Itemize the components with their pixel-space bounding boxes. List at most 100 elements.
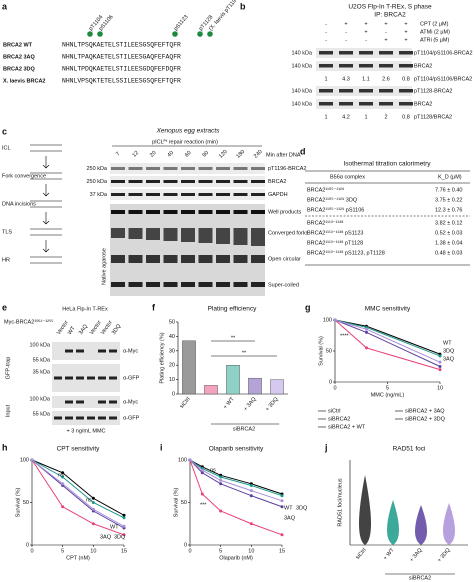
band xyxy=(198,167,213,170)
y-tick-label: 50 xyxy=(326,348,332,354)
band xyxy=(198,255,213,263)
panel-letter: j xyxy=(324,442,328,452)
complex: BRCA2¹¹⁰⁵⁻¹¹²⁹ xyxy=(307,186,344,193)
blot-label: pT1196-BRCA2 xyxy=(268,166,306,172)
quantification: 4.3 xyxy=(342,76,350,82)
time-label: 40 xyxy=(167,150,176,159)
quantification: 2.6 xyxy=(382,76,390,82)
band xyxy=(65,376,73,380)
blot-label: pT1128-BRCA2 xyxy=(414,88,452,94)
band xyxy=(65,349,73,353)
data-point xyxy=(365,327,368,331)
data-point xyxy=(280,505,284,509)
band xyxy=(163,193,178,196)
data-point xyxy=(219,482,223,486)
data-point xyxy=(365,330,368,334)
annotation: 3DQ xyxy=(114,534,126,540)
band xyxy=(359,64,373,68)
section-label: Input xyxy=(5,404,11,417)
treatment: CPT (2 µM) xyxy=(420,21,449,27)
band xyxy=(76,400,84,404)
series-line xyxy=(31,459,125,527)
series-line xyxy=(31,459,125,529)
complex: BRCA2¹¹¹³⁻¹¹³⁸ pS1123, pT1128 xyxy=(307,249,385,256)
arrow xyxy=(42,184,50,197)
band xyxy=(146,193,160,196)
band xyxy=(54,416,62,420)
y-tick-label: 100 xyxy=(178,457,187,463)
complex: BRCA2¹¹¹³⁻¹¹³⁸ pT1128 xyxy=(307,239,363,246)
band xyxy=(111,228,125,238)
band xyxy=(181,255,195,263)
row-label: BRCA2 WT xyxy=(3,42,33,48)
lane-label: 3DQ xyxy=(111,323,123,336)
annotation: WT xyxy=(284,505,293,511)
lane-label: 3AQ xyxy=(78,323,90,336)
annotation: WT xyxy=(110,524,119,530)
sign: + xyxy=(404,37,407,43)
band xyxy=(111,210,125,214)
size-marker: 35 kDa xyxy=(33,369,51,375)
lane-label: WT xyxy=(67,325,77,336)
panel-letter: h xyxy=(2,442,8,452)
time-label: 60 xyxy=(184,150,193,159)
band xyxy=(181,167,195,170)
band xyxy=(181,210,195,214)
y-tick-label: 0 xyxy=(184,542,187,548)
distribution-shape xyxy=(387,500,399,545)
band xyxy=(198,180,213,183)
x-axis-label: MMC (ng/mL) xyxy=(371,392,405,398)
arrow xyxy=(42,212,50,225)
size-marker: 100 kDa xyxy=(30,342,51,348)
band xyxy=(111,193,125,196)
y-tick-label: 0 xyxy=(172,391,175,397)
gel-label: Native agarose xyxy=(101,248,107,285)
antibody: α-GFP xyxy=(123,415,140,421)
annotation: 3DQ xyxy=(443,348,455,354)
blot-label: BRCA2 xyxy=(414,63,432,69)
band xyxy=(233,210,248,214)
band xyxy=(198,282,213,287)
data-point xyxy=(219,509,223,513)
band xyxy=(339,89,353,93)
band xyxy=(109,349,117,353)
data-point xyxy=(122,524,126,528)
quantification: 1 xyxy=(324,76,327,82)
sign: - xyxy=(325,29,327,35)
sequence: NHNLVPSQKTETELSSILEESGSQFEFTQFR xyxy=(62,78,181,85)
band xyxy=(98,349,106,353)
time-label: 120 xyxy=(218,149,229,160)
data-point xyxy=(61,475,65,479)
bar xyxy=(248,377,262,395)
y-tick-label: 50 xyxy=(181,500,187,506)
legend-label: siBRCA2 xyxy=(328,416,350,422)
distribution-shape xyxy=(359,475,371,545)
data-point xyxy=(280,494,284,498)
band xyxy=(111,255,125,263)
band xyxy=(181,228,195,242)
band xyxy=(163,228,178,241)
section-label: GFP-trap xyxy=(5,357,11,380)
y-axis-label: Survival (%) xyxy=(318,336,324,366)
band xyxy=(379,102,393,106)
group-label: siBRCA2 xyxy=(409,575,431,581)
band xyxy=(251,167,265,170)
panel-letter: d xyxy=(300,146,306,156)
step-label: HR xyxy=(2,257,10,263)
band xyxy=(359,89,373,93)
y-tick-label: 50 xyxy=(169,319,175,325)
antibody: α-Myc xyxy=(123,399,138,405)
data-point xyxy=(280,499,284,503)
significance: ** xyxy=(242,350,247,356)
species-label: Open circular xyxy=(268,256,301,262)
band xyxy=(128,167,143,170)
sign: - xyxy=(345,29,347,35)
column-header: B56α complex xyxy=(330,174,365,180)
sign: + xyxy=(384,37,387,43)
data-point xyxy=(91,501,95,504)
legend-label: siBRCA2 + 3AQ xyxy=(405,408,445,414)
quantification: 1 xyxy=(364,114,367,120)
band xyxy=(98,376,106,380)
x-tick-label: 5 xyxy=(386,385,389,391)
data-point xyxy=(219,475,223,479)
